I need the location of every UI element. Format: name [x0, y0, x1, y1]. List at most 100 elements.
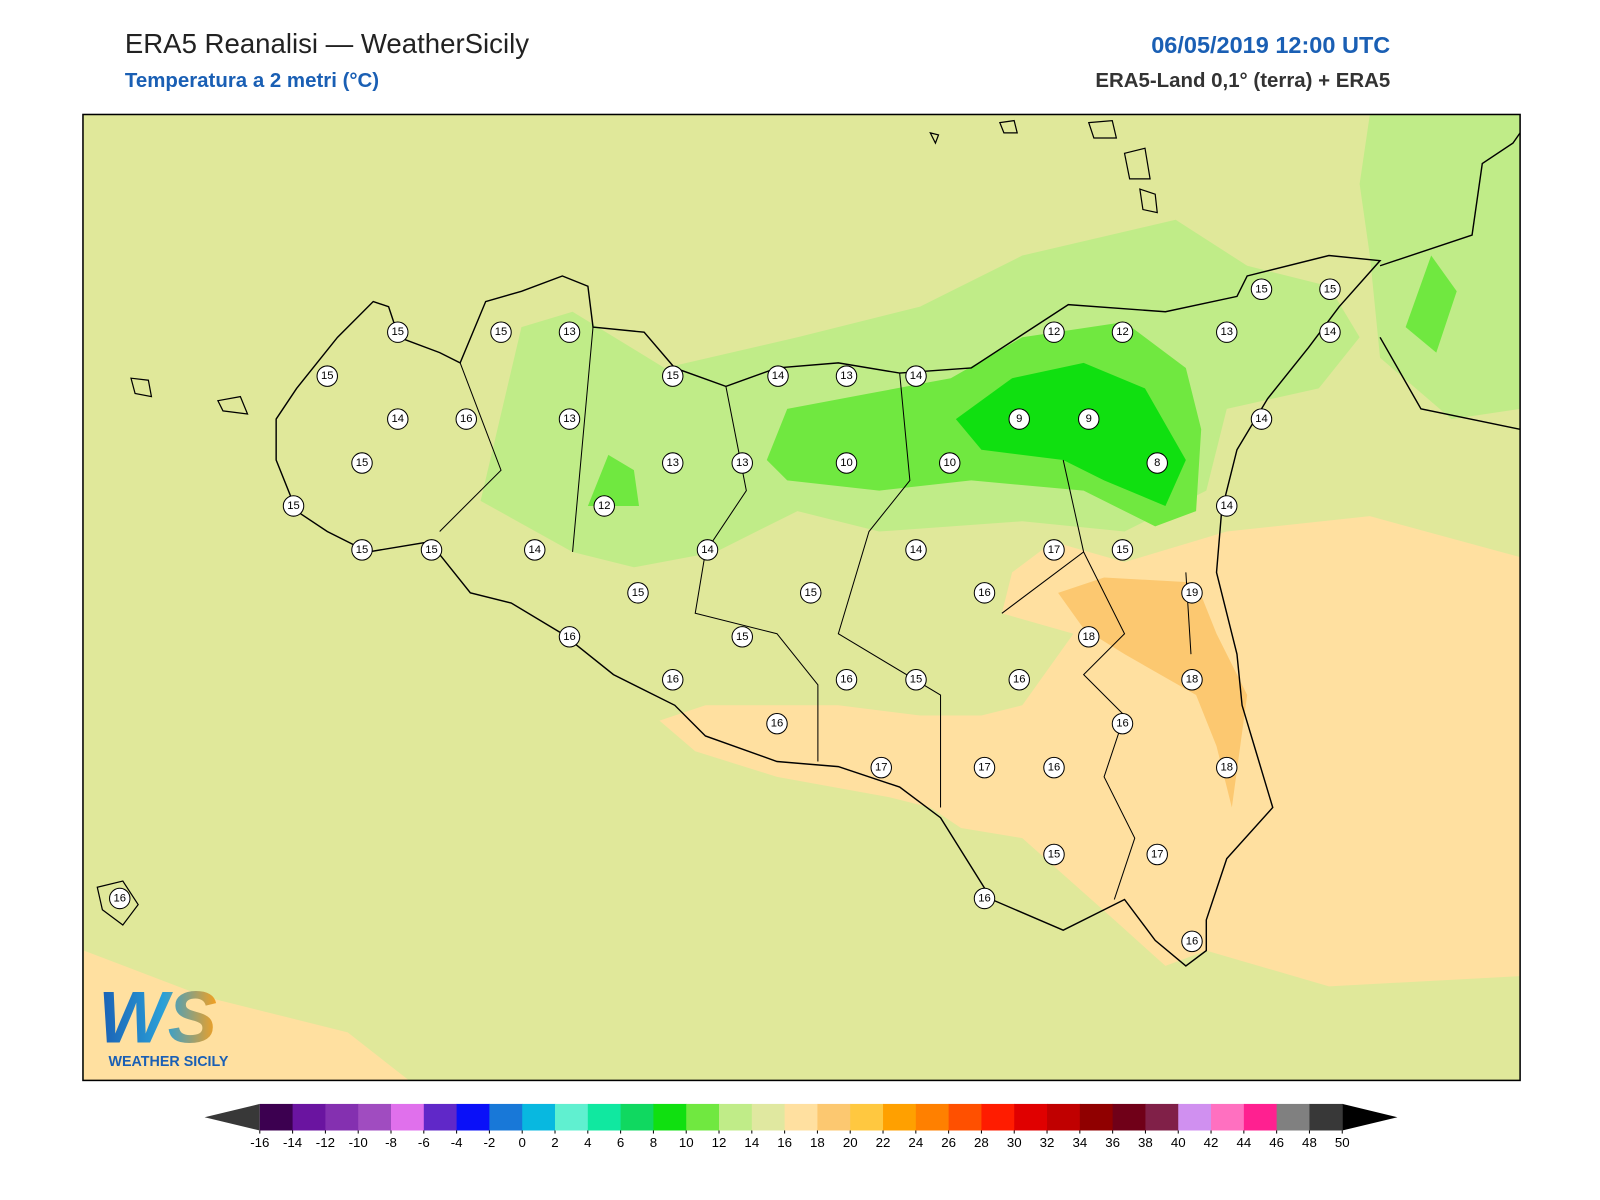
station-value: 15	[666, 370, 679, 382]
station: 16	[1181, 930, 1203, 953]
station: 15	[1111, 539, 1134, 561]
station-value: 16	[771, 718, 784, 730]
station: 13	[1216, 321, 1238, 343]
colorbar-tick-label: 30	[1007, 1135, 1022, 1150]
station: 15	[490, 321, 512, 343]
station-value: 15	[356, 457, 368, 469]
station-marker	[1111, 321, 1134, 343]
station-marker	[835, 452, 858, 474]
station-value: 15	[287, 500, 300, 512]
colorbar-segment	[489, 1103, 523, 1131]
station-value: 13	[840, 370, 853, 382]
station-value: 15	[356, 544, 368, 556]
station-marker	[558, 626, 581, 648]
station-value: 13	[1220, 326, 1233, 338]
station: 16	[973, 582, 996, 604]
station-value: 15	[736, 631, 749, 643]
station: 15	[420, 539, 443, 561]
station-marker	[1250, 278, 1273, 300]
colorbar-segment	[981, 1103, 1015, 1131]
station: 14	[387, 408, 409, 430]
station-value: 15	[1116, 544, 1129, 556]
station-marker	[1216, 495, 1238, 517]
station: 9	[1008, 408, 1030, 430]
station-value: 15	[1048, 849, 1060, 861]
station-marker	[1319, 278, 1341, 300]
station-value: 16	[666, 674, 679, 686]
station: 16	[766, 712, 788, 735]
contour	[1058, 577, 1248, 808]
station-value: 16	[114, 892, 127, 904]
colorbar-segment	[423, 1103, 458, 1131]
station-marker	[870, 756, 892, 779]
colorbar-segment	[391, 1103, 425, 1131]
station-marker	[1078, 626, 1100, 648]
contour	[1359, 114, 1521, 420]
station-value: 13	[563, 326, 576, 338]
colorbar-segment	[948, 1103, 982, 1131]
station-value: 16	[978, 892, 991, 904]
stations: 15 15 13 15 15 14 13 14 12 12 13 15 15 14 14 16 13 9 9 14 15…	[109, 278, 1341, 953]
colorbar-segment	[784, 1103, 818, 1131]
colorbar-segment	[883, 1103, 917, 1131]
station-marker	[835, 365, 858, 387]
station-value: 16	[563, 631, 576, 643]
station: 16	[455, 408, 478, 430]
station: 17	[1043, 539, 1065, 561]
contour	[1405, 255, 1457, 353]
station: 16	[558, 626, 581, 648]
station-marker	[1043, 843, 1065, 866]
colorbar-segment	[587, 1103, 622, 1131]
colorbar-tick-label: 46	[1269, 1135, 1284, 1150]
station-value: 16	[1186, 935, 1198, 947]
station: 15	[1043, 843, 1065, 866]
station-marker	[662, 452, 684, 474]
colorbar-tick-label: 18	[810, 1135, 825, 1150]
station: 16	[662, 668, 684, 691]
station-marker	[799, 582, 822, 604]
station: 15	[662, 365, 684, 387]
station: 15	[351, 452, 373, 474]
colorbar-tick-label: 20	[843, 1135, 858, 1150]
station-marker	[1043, 321, 1065, 343]
station-marker	[387, 321, 409, 343]
station-value: 17	[1048, 544, 1060, 556]
station-marker	[1043, 756, 1065, 779]
station-value: 19	[1186, 587, 1198, 599]
station-marker	[593, 495, 615, 517]
colorbar-segment	[292, 1103, 326, 1131]
station-marker	[455, 408, 478, 430]
station-value: 15	[910, 674, 923, 686]
station-marker	[1146, 452, 1168, 474]
station: 13	[835, 365, 858, 387]
station: 17	[973, 756, 996, 779]
colorbar-tick-label: 10	[679, 1135, 694, 1150]
station: 14	[1319, 321, 1341, 343]
station: 16	[1008, 668, 1030, 691]
station-marker	[1111, 712, 1134, 735]
colorbar-tick-label: 28	[974, 1135, 989, 1150]
station: 12	[593, 495, 615, 517]
station: 13	[558, 408, 581, 430]
station: 8	[1146, 452, 1168, 474]
colorbar-tick-label: 8	[650, 1135, 657, 1150]
colorbar-under	[204, 1103, 260, 1131]
station-marker	[835, 668, 858, 691]
colorbar-segment	[817, 1103, 851, 1131]
coastline	[275, 254, 1382, 967]
station-marker	[524, 539, 546, 561]
station-value: 12	[1116, 326, 1129, 338]
station-marker	[905, 365, 927, 387]
station-value: 13	[736, 457, 749, 469]
station: 14	[905, 365, 927, 387]
station-marker	[1078, 408, 1100, 430]
map-frame	[82, 113, 1521, 1082]
colorbar-segment	[850, 1103, 884, 1131]
station-marker	[973, 582, 996, 604]
station-value: 15	[1255, 283, 1267, 295]
station: 15	[1319, 278, 1341, 300]
station-value: 18	[1220, 762, 1233, 774]
colorbar-segment	[1309, 1103, 1343, 1131]
title: ERA5 Reanalisi — WeatherSicily	[125, 28, 529, 59]
